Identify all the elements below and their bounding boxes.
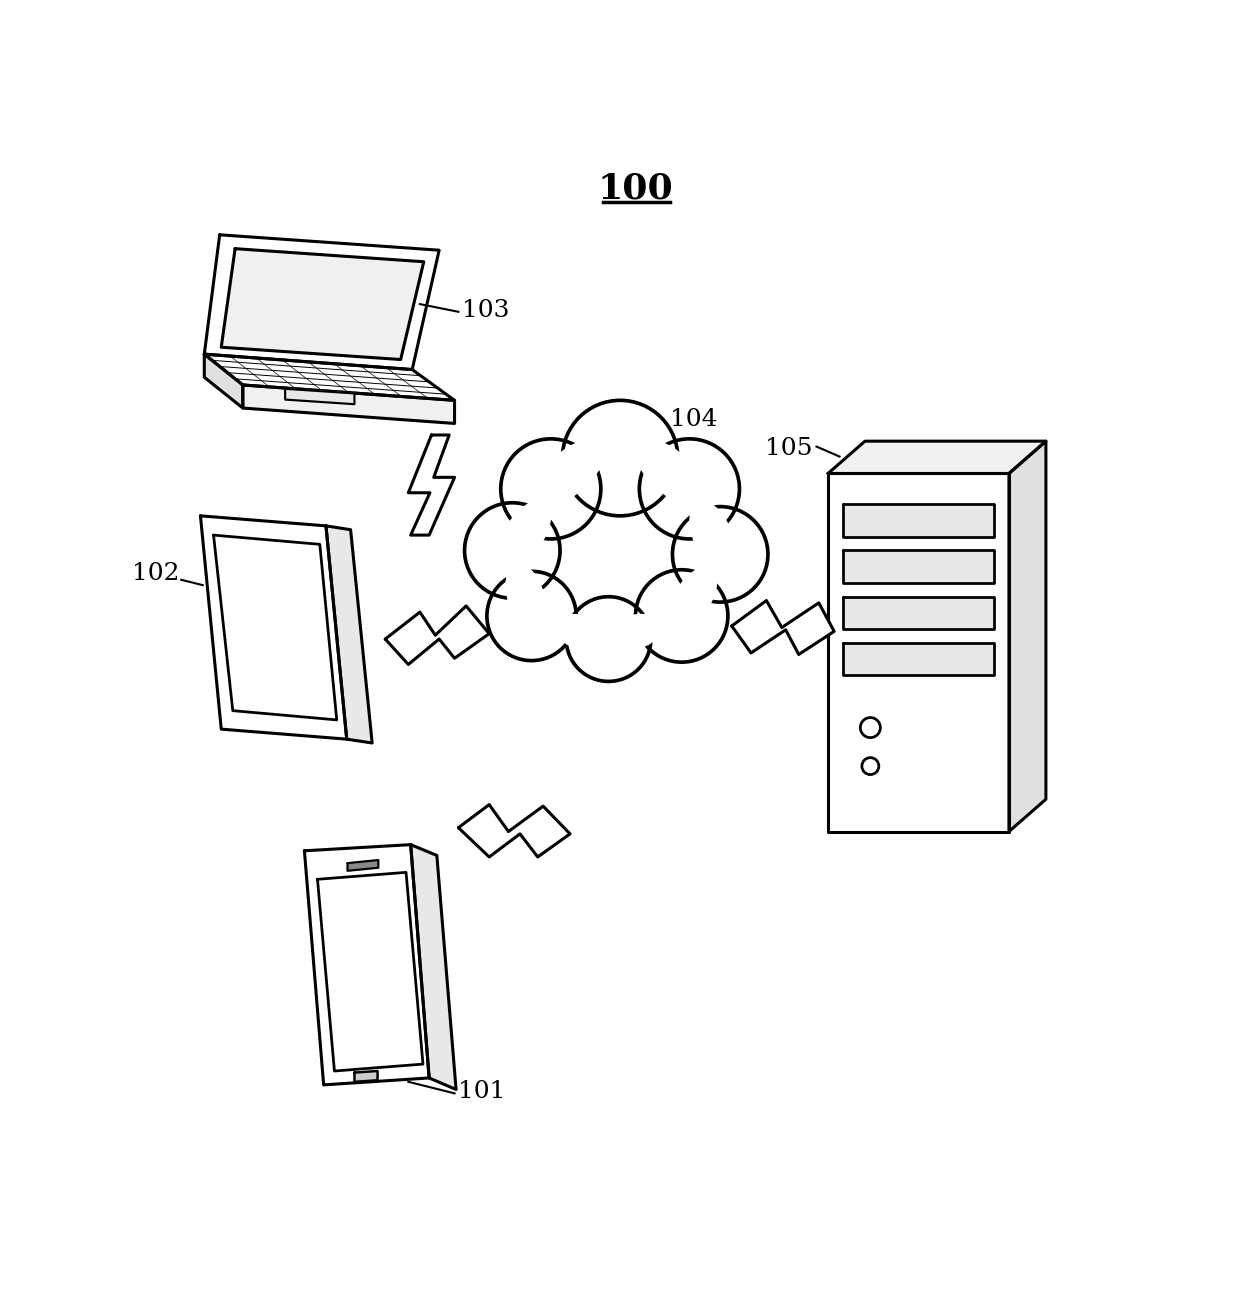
Ellipse shape — [691, 501, 737, 575]
Polygon shape — [317, 872, 423, 1070]
Circle shape — [640, 439, 739, 539]
Ellipse shape — [506, 563, 547, 635]
Polygon shape — [828, 441, 1045, 473]
Circle shape — [501, 439, 601, 539]
Circle shape — [567, 597, 651, 681]
Polygon shape — [205, 354, 243, 408]
Polygon shape — [205, 235, 439, 370]
Polygon shape — [828, 473, 1009, 831]
Polygon shape — [843, 597, 993, 629]
Circle shape — [487, 571, 577, 660]
Text: 102: 102 — [133, 562, 180, 585]
Text: 100: 100 — [598, 171, 673, 205]
Polygon shape — [285, 389, 355, 404]
Circle shape — [635, 569, 728, 663]
Circle shape — [563, 400, 678, 515]
Polygon shape — [326, 526, 372, 743]
Circle shape — [672, 506, 768, 602]
Polygon shape — [304, 844, 429, 1085]
Polygon shape — [205, 354, 455, 400]
Polygon shape — [355, 1070, 377, 1082]
Polygon shape — [843, 504, 993, 537]
Ellipse shape — [590, 614, 665, 654]
Polygon shape — [243, 385, 455, 423]
Text: 103: 103 — [463, 299, 510, 322]
Text: 105: 105 — [765, 438, 812, 460]
Polygon shape — [386, 606, 490, 664]
Polygon shape — [732, 601, 835, 655]
Text: 101: 101 — [459, 1080, 506, 1102]
Polygon shape — [221, 249, 424, 359]
Ellipse shape — [666, 567, 717, 634]
Ellipse shape — [531, 439, 605, 508]
Ellipse shape — [551, 614, 627, 654]
Polygon shape — [1009, 441, 1045, 831]
Circle shape — [465, 502, 560, 598]
Polygon shape — [410, 844, 456, 1090]
Polygon shape — [347, 860, 378, 871]
Text: 104: 104 — [670, 408, 718, 431]
Polygon shape — [213, 535, 337, 719]
Polygon shape — [201, 515, 347, 739]
Ellipse shape — [635, 439, 709, 508]
Polygon shape — [459, 805, 570, 857]
Polygon shape — [843, 643, 993, 675]
Polygon shape — [408, 435, 455, 535]
Polygon shape — [843, 551, 993, 583]
Ellipse shape — [497, 500, 551, 569]
